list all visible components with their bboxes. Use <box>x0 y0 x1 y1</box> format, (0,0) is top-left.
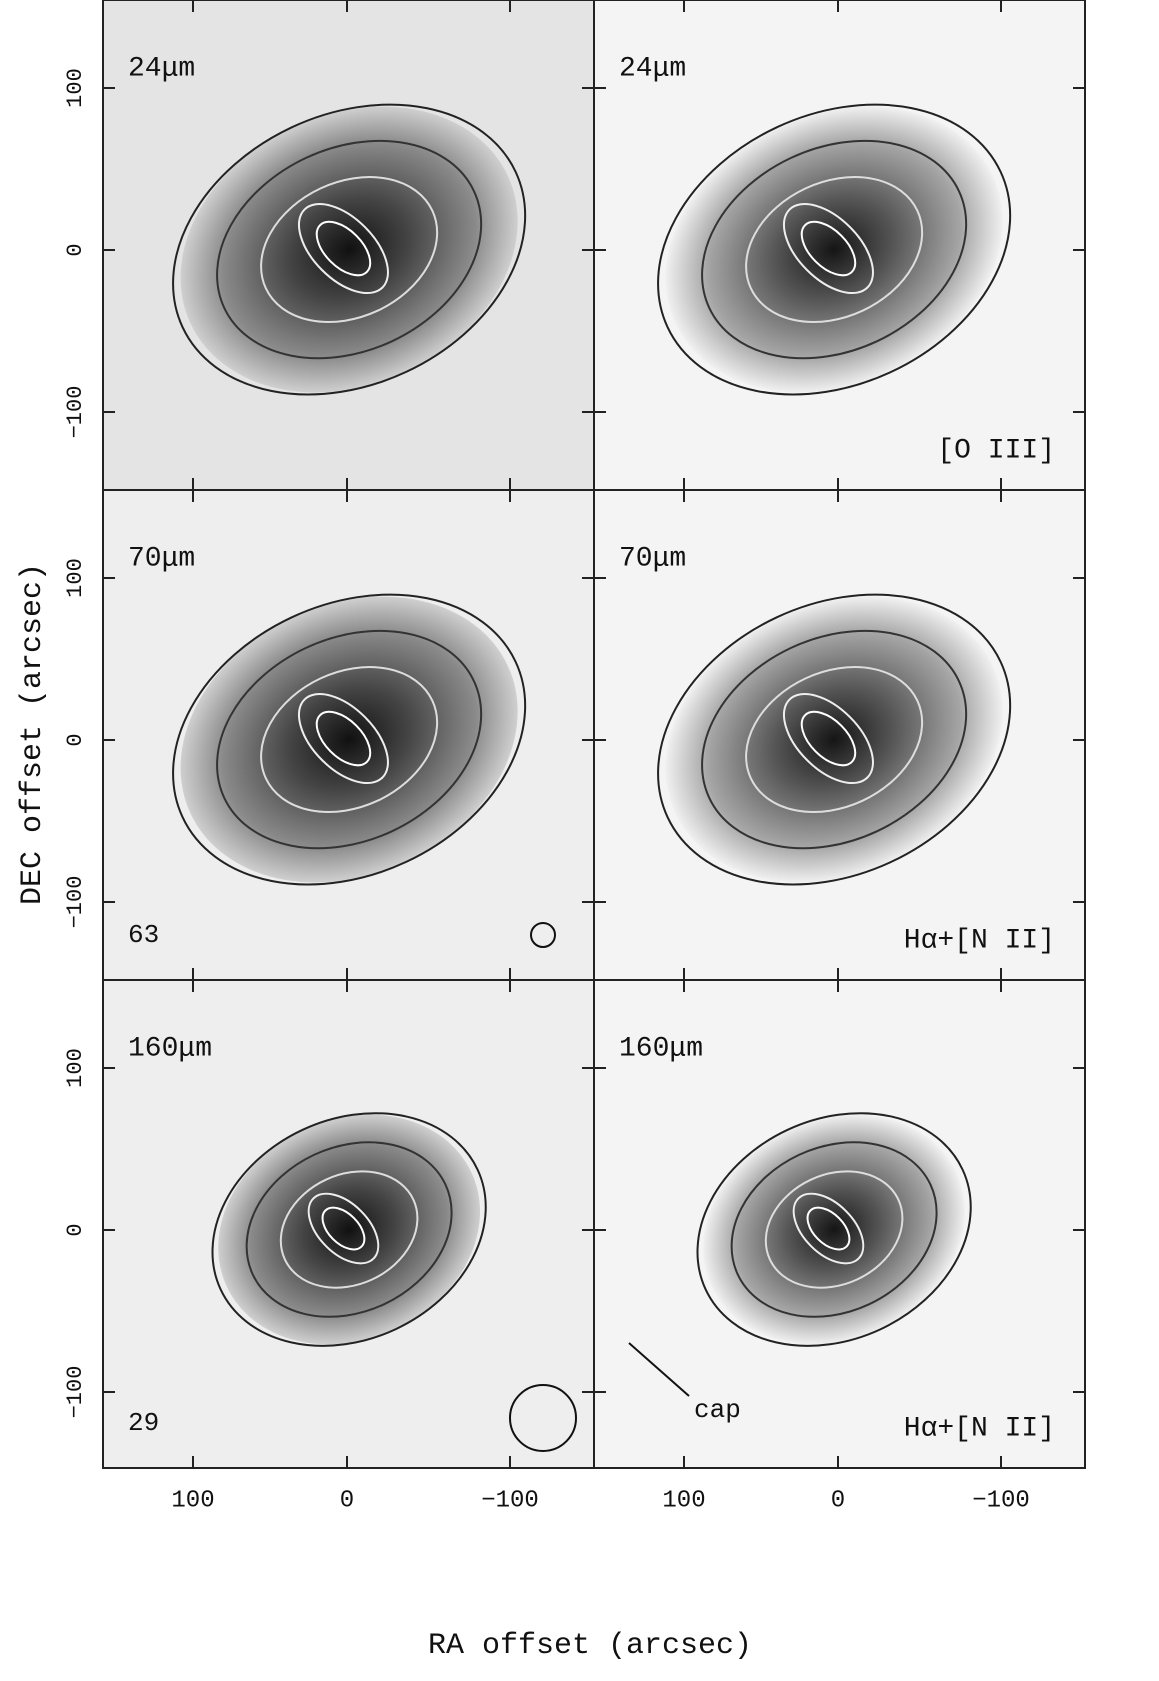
y-tick-label: 0 <box>63 243 88 256</box>
band-label: 160μm <box>128 1033 212 1064</box>
line-label: [O III] <box>937 435 1055 466</box>
y-tick-label: −100 <box>63 386 88 439</box>
y-tick-label: −100 <box>63 1366 88 1419</box>
figure: DEC offset (arcsec) RA offset (arcsec) 1… <box>0 0 1159 1681</box>
y-tick-label: −100 <box>63 876 88 929</box>
x-tick-label: 100 <box>171 1487 214 1514</box>
x-axis-label: RA offset (arcsec) <box>428 1629 752 1663</box>
x-tick-label: 0 <box>831 1487 845 1514</box>
y-tick-label: 0 <box>63 1223 88 1236</box>
band-label: 70μm <box>128 543 195 574</box>
line-label: Hα+[N II] <box>904 1413 1055 1444</box>
x-tick-label: 0 <box>340 1487 354 1514</box>
x-tick-label: −100 <box>972 1487 1030 1514</box>
x-tick-label: 100 <box>662 1487 705 1514</box>
line-label: Hα+[N II] <box>904 925 1055 956</box>
y-tick-label: 100 <box>63 558 88 598</box>
band-label: 70μm <box>619 543 686 574</box>
band-label: 24μm <box>128 53 195 84</box>
annotation: cap <box>694 1395 741 1425</box>
y-axis-label: DEC offset (arcsec) <box>16 563 50 905</box>
page: DEC offset (arcsec) RA offset (arcsec) 1… <box>0 0 1159 1681</box>
y-tick-label: 0 <box>63 733 88 746</box>
panel-number: 63 <box>128 920 159 950</box>
band-label: 24μm <box>619 53 686 84</box>
x-tick-label: −100 <box>481 1487 539 1514</box>
y-tick-label: 100 <box>63 1048 88 1088</box>
band-label: 160μm <box>619 1033 703 1064</box>
y-tick-label: 100 <box>63 68 88 108</box>
panel-number: 29 <box>128 1408 159 1438</box>
